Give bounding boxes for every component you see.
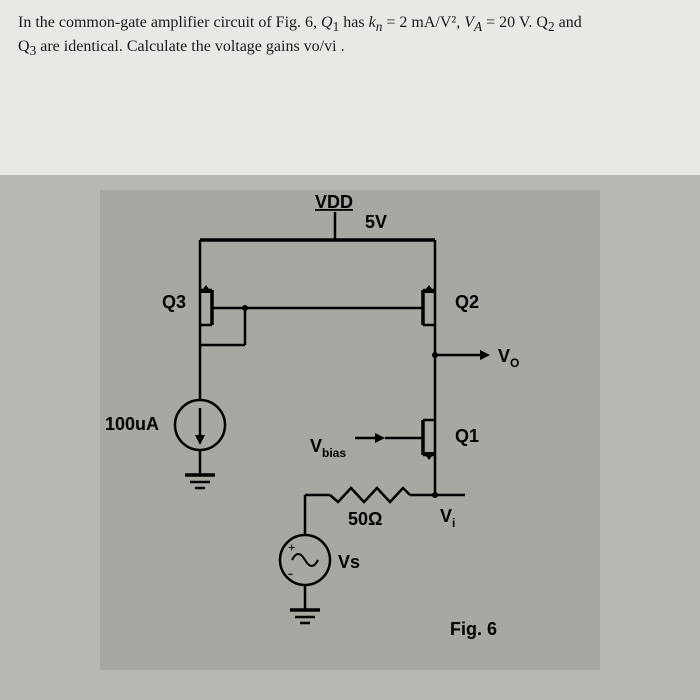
transistor-q2 <box>390 285 435 330</box>
transistor-q1 <box>385 415 435 460</box>
svg-text:50Ω: 50Ω <box>348 509 382 529</box>
svg-text:Vi: Vi <box>440 506 455 530</box>
svg-text:100uA: 100uA <box>105 414 159 434</box>
svg-text:Q2: Q2 <box>455 292 479 312</box>
svg-text:VO: VO <box>498 346 519 370</box>
transistor-q3 <box>200 285 245 330</box>
svg-text:Q1: Q1 <box>455 426 479 446</box>
vdd-label: VDD <box>315 192 353 212</box>
voltage-source-vs: + - <box>280 535 330 585</box>
svg-text:Fig. 6: Fig. 6 <box>450 619 497 639</box>
circuit-diagram: VDD 5V Q3 Q2 <box>100 190 600 670</box>
svg-text:Q3: Q3 <box>162 292 186 312</box>
svg-text:5V: 5V <box>365 212 387 232</box>
svg-text:+: + <box>288 540 295 555</box>
svg-text:Vbias: Vbias <box>310 436 346 460</box>
current-source <box>175 400 225 450</box>
svg-text:Vs: Vs <box>338 552 360 572</box>
problem-statement: In the common-gate amplifier circuit of … <box>18 12 690 60</box>
svg-text:-: - <box>288 566 293 582</box>
